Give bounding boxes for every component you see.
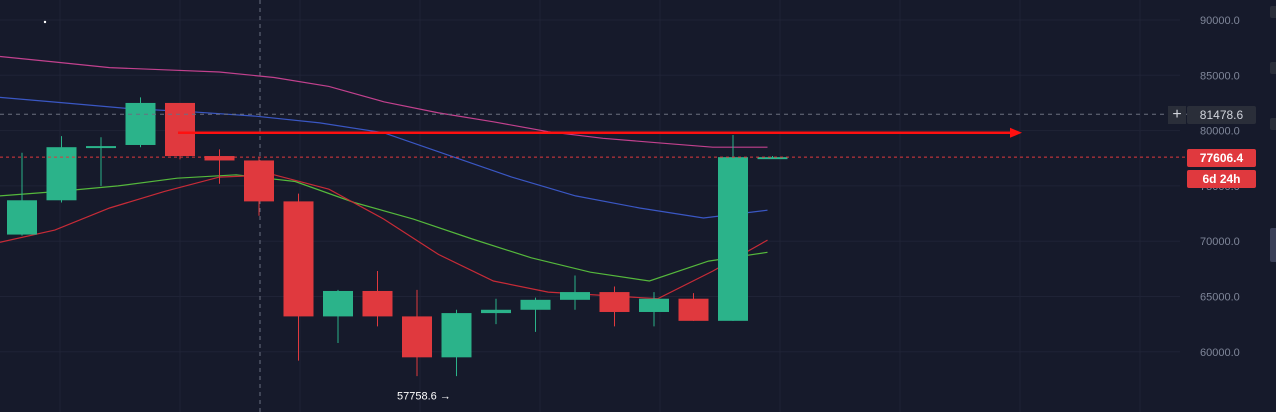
low-price-annotation: 57758.6 → xyxy=(397,391,451,403)
moving-average-line xyxy=(0,55,768,148)
candle-body xyxy=(599,292,630,312)
crosshair-price-label: 81478.6 xyxy=(1187,106,1256,124)
arrow-head xyxy=(1010,127,1022,138)
candle-body xyxy=(402,316,432,358)
moving-average-line xyxy=(0,174,768,282)
price-axis-tick: 60000.0 xyxy=(1200,347,1240,359)
cursor-dot xyxy=(43,20,47,24)
scroll-handle[interactable] xyxy=(1270,228,1276,262)
price-axis-tick: 85000.0 xyxy=(1200,70,1240,82)
candle-body xyxy=(560,292,590,300)
candle-body xyxy=(481,309,511,314)
chart-grid xyxy=(0,0,1180,412)
candle-body xyxy=(86,146,116,149)
candle-body xyxy=(757,157,788,160)
side-panel-handle[interactable] xyxy=(1270,118,1276,130)
candle-countdown-label: 6d 24h xyxy=(1187,170,1256,188)
candle-body xyxy=(323,290,353,317)
candle-body xyxy=(520,299,551,310)
moving-average-lines xyxy=(0,55,768,300)
side-panel-handle[interactable] xyxy=(1270,6,1276,18)
candle-body xyxy=(362,290,393,317)
price-axis-tick: 80000.0 xyxy=(1200,126,1240,138)
moving-average-line xyxy=(0,174,768,300)
candle-body xyxy=(678,298,709,321)
candle-body xyxy=(46,147,77,201)
candlestick-series xyxy=(7,97,788,377)
candle-body xyxy=(7,200,37,235)
price-axis-tick: 65000.0 xyxy=(1200,292,1240,304)
price-axis-tick: 90000.0 xyxy=(1200,15,1240,27)
add-alert-plus-icon[interactable]: + xyxy=(1168,106,1186,124)
last-price-label: 77606.4 xyxy=(1187,149,1256,167)
candle-body xyxy=(441,313,472,358)
price-axis-tick: 70000.0 xyxy=(1200,236,1240,248)
moving-average-line xyxy=(0,96,768,219)
candle-body xyxy=(204,156,235,161)
candle-body xyxy=(283,201,314,317)
chart-overlays xyxy=(0,113,1187,158)
candle-body xyxy=(125,102,156,145)
candle-body xyxy=(639,298,669,312)
side-panel-handle[interactable] xyxy=(1270,62,1276,74)
candle-body xyxy=(244,160,274,202)
candle-body xyxy=(718,157,748,321)
candle-body xyxy=(165,102,195,157)
